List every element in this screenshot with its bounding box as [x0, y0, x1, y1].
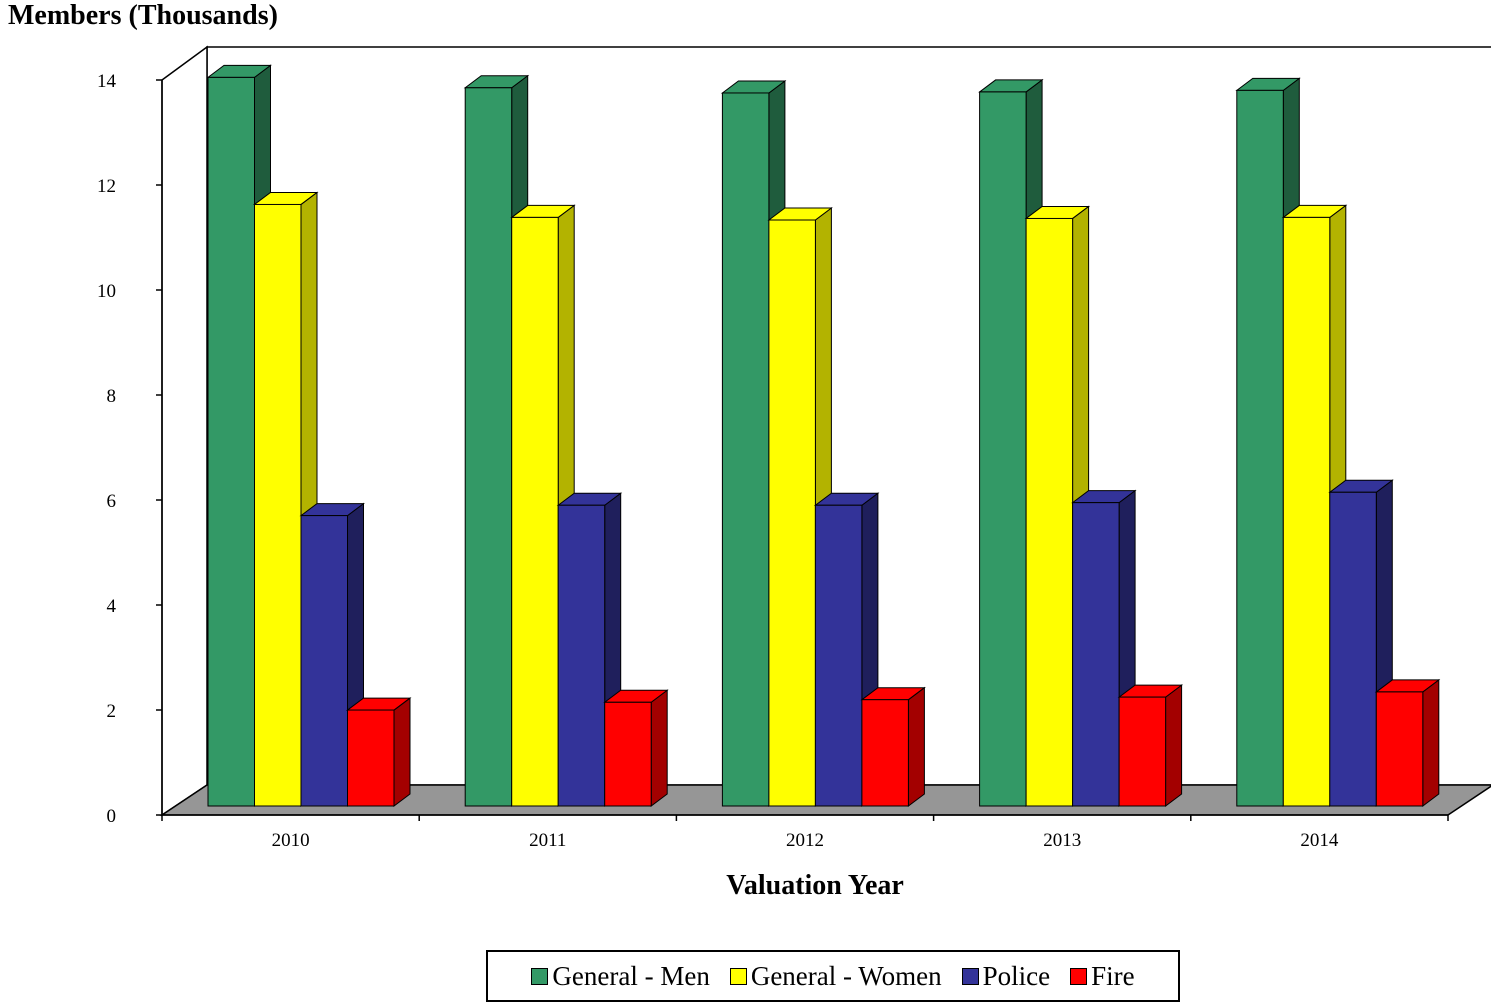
y-axis-title: Members (Thousands) — [8, 0, 278, 31]
x-tick-label: 2012 — [786, 830, 824, 851]
bar-side — [650, 689, 668, 807]
bar — [861, 699, 909, 807]
y-tick-label: 2 — [107, 701, 117, 722]
legend: General - Men General - Women Police Fir… — [486, 950, 1180, 1002]
y-tick-label: 12 — [97, 176, 116, 197]
y-tick-label: 8 — [107, 386, 117, 407]
x-axis-title: Valuation Year — [726, 870, 904, 901]
y-tick-label: 4 — [107, 596, 117, 617]
x-tick-label: 2014 — [1300, 830, 1339, 851]
bar-side — [1422, 678, 1440, 807]
bar — [979, 91, 1027, 807]
bar — [1375, 691, 1424, 807]
legend-label-general-men: General - Men — [552, 960, 710, 991]
legend-label-general-women: General - Women — [750, 960, 942, 991]
bar — [768, 219, 816, 807]
bar — [1118, 696, 1167, 807]
y-tick-label: 6 — [107, 491, 117, 512]
x-tick-label: 2010 — [272, 830, 310, 851]
x-tick-label: 2011 — [529, 830, 566, 851]
bar-side — [393, 697, 411, 807]
bar — [604, 701, 652, 807]
y-tick-label: 10 — [97, 281, 116, 302]
bar-side — [1165, 684, 1183, 807]
legend-label-police: Police — [982, 960, 1051, 991]
legend-item-general-men: General - Men — [531, 960, 710, 992]
side-wall — [161, 45, 208, 817]
bar — [254, 203, 302, 807]
bar — [207, 76, 255, 807]
bar — [511, 216, 559, 807]
bar — [1025, 217, 1074, 807]
legend-swatch-police — [961, 967, 979, 985]
legend-swatch-general-women — [729, 967, 747, 985]
bar — [300, 515, 348, 807]
bar — [347, 709, 395, 807]
legend-label-fire: Fire — [1091, 960, 1135, 991]
legend-item-fire: Fire — [1070, 961, 1135, 992]
legend-item-general-women: General - Women — [729, 960, 942, 992]
y-tick-label: 0 — [107, 806, 117, 827]
x-tick-label: 2013 — [1043, 830, 1081, 851]
legend-swatch-general-men — [531, 967, 549, 985]
bar — [1236, 89, 1284, 807]
bar — [721, 92, 770, 807]
legend-item-police: Police — [961, 960, 1051, 992]
legend-swatch-fire — [1070, 967, 1088, 985]
bar — [557, 504, 606, 807]
bar — [814, 504, 863, 807]
bar-side — [907, 686, 925, 807]
bar — [1282, 216, 1331, 807]
y-tick-label: 14 — [97, 71, 117, 92]
bar — [1329, 491, 1377, 807]
bar — [1072, 502, 1120, 807]
bar — [464, 87, 513, 807]
